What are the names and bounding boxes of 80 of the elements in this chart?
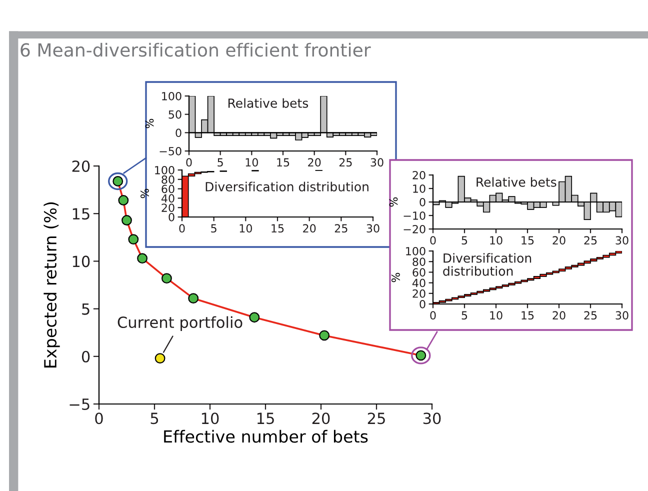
annotation: Diversification distribution xyxy=(206,182,368,192)
x-tick-label: 30 xyxy=(370,158,384,167)
x-axis-title: Effective number of bets xyxy=(164,430,368,443)
point xyxy=(128,234,139,245)
x-tick-label: 10 xyxy=(246,158,258,167)
point xyxy=(319,330,330,341)
y-tick-label: 15 xyxy=(72,208,90,220)
text: 6 Mean-diversification efficient frontier xyxy=(20,42,371,57)
point xyxy=(249,312,260,323)
x-tick-label: 5 xyxy=(211,224,216,233)
x-tick-label: 15 xyxy=(277,158,290,167)
y-tick-label: 40 xyxy=(161,194,174,203)
x-tick-label: 20 xyxy=(308,158,321,167)
point xyxy=(118,195,129,206)
x-tick-label: 5 xyxy=(150,412,158,424)
y-tick-label: 20 xyxy=(412,170,426,180)
x-tick-label: 25 xyxy=(334,224,348,233)
y-tick-label: −50 xyxy=(160,146,182,156)
y-tick-label: 100 xyxy=(162,92,182,100)
point xyxy=(188,293,199,304)
x-tick-label: 0 xyxy=(186,158,192,167)
point xyxy=(122,215,132,226)
y-tick-label: 20 xyxy=(412,289,426,298)
y-tick-label: −10 xyxy=(404,211,426,220)
annotation: Relative bets xyxy=(476,177,556,187)
annotation: Current portfolio xyxy=(118,316,242,332)
y-tick-label: 0 xyxy=(82,350,90,362)
y-tick-label: −5 xyxy=(70,398,90,410)
y-axis-title: % xyxy=(389,197,398,207)
point xyxy=(161,273,172,284)
x-tick-label: 10 xyxy=(490,236,502,245)
y-tick-label: 40 xyxy=(412,278,426,288)
y-tick-label: 50 xyxy=(168,110,182,119)
y-tick-label: 0 xyxy=(420,300,426,308)
x-tick-label: 20 xyxy=(552,236,566,245)
x-tick-label: 15 xyxy=(522,236,534,245)
x-tick-label: 25 xyxy=(339,158,352,167)
y-tick-label: 10 xyxy=(413,184,426,193)
x-tick-label: 0 xyxy=(430,311,436,320)
y-axis-title: % xyxy=(392,272,400,282)
x-tick-label: 15 xyxy=(272,224,284,233)
y-tick-label: 0 xyxy=(168,212,174,222)
x-tick-label: 15 xyxy=(522,311,534,320)
y-tick-label: 100 xyxy=(155,166,174,174)
y-axis-title: % xyxy=(140,188,149,198)
x-tick-label: 5 xyxy=(462,311,468,320)
x-tick-label: 30 xyxy=(366,224,380,233)
x-tick-label: 15 xyxy=(257,412,274,424)
x-tick-label: 20 xyxy=(552,311,566,320)
x-tick-label: 25 xyxy=(584,236,597,245)
y-tick-label: 0 xyxy=(420,198,426,206)
x-tick-label: 5 xyxy=(218,158,223,167)
x-tick-label: 0 xyxy=(95,412,103,424)
x-tick-label: 20 xyxy=(312,412,330,424)
point xyxy=(154,353,166,364)
y-tick-label: 60 xyxy=(412,268,426,277)
y-tick-label: 100 xyxy=(406,246,426,256)
x-tick-label: 10 xyxy=(490,311,502,320)
x-tick-label: 30 xyxy=(616,236,628,245)
x-tick-label: 10 xyxy=(240,224,252,233)
y-tick-label: 80 xyxy=(162,175,174,184)
y-axis-title: Expected return (%) xyxy=(44,202,60,368)
y-tick-label: 10 xyxy=(72,256,90,268)
y-tick-label: −20 xyxy=(404,224,426,234)
y-tick-label: 20 xyxy=(162,204,174,212)
y-tick-label: 60 xyxy=(162,184,174,194)
x-tick-label: 20 xyxy=(303,224,316,233)
x-tick-label: 5 xyxy=(462,236,468,245)
y-axis-title: % xyxy=(145,118,154,128)
y-tick-label: 0 xyxy=(176,128,182,138)
point xyxy=(137,253,148,264)
x-tick-label: 10 xyxy=(202,412,219,424)
y-tick-label: 80 xyxy=(412,258,426,266)
x-tick-label: 25 xyxy=(584,311,597,320)
x-tick-label: 0 xyxy=(430,236,436,245)
annotation: Relative bets xyxy=(228,98,308,108)
annotation: Diversification distribution xyxy=(443,253,532,276)
x-tick-label: 30 xyxy=(616,311,628,320)
x-tick-label: 30 xyxy=(423,412,441,424)
x-tick-label: 25 xyxy=(368,412,385,424)
